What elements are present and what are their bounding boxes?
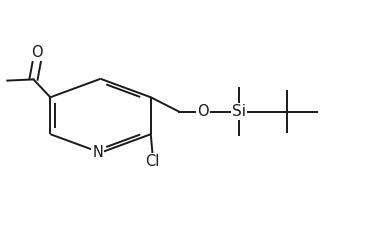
Text: Si: Si xyxy=(232,104,246,119)
Text: O: O xyxy=(198,104,209,119)
Text: N: N xyxy=(92,145,103,160)
Text: O: O xyxy=(31,45,43,60)
Text: Cl: Cl xyxy=(146,154,160,169)
